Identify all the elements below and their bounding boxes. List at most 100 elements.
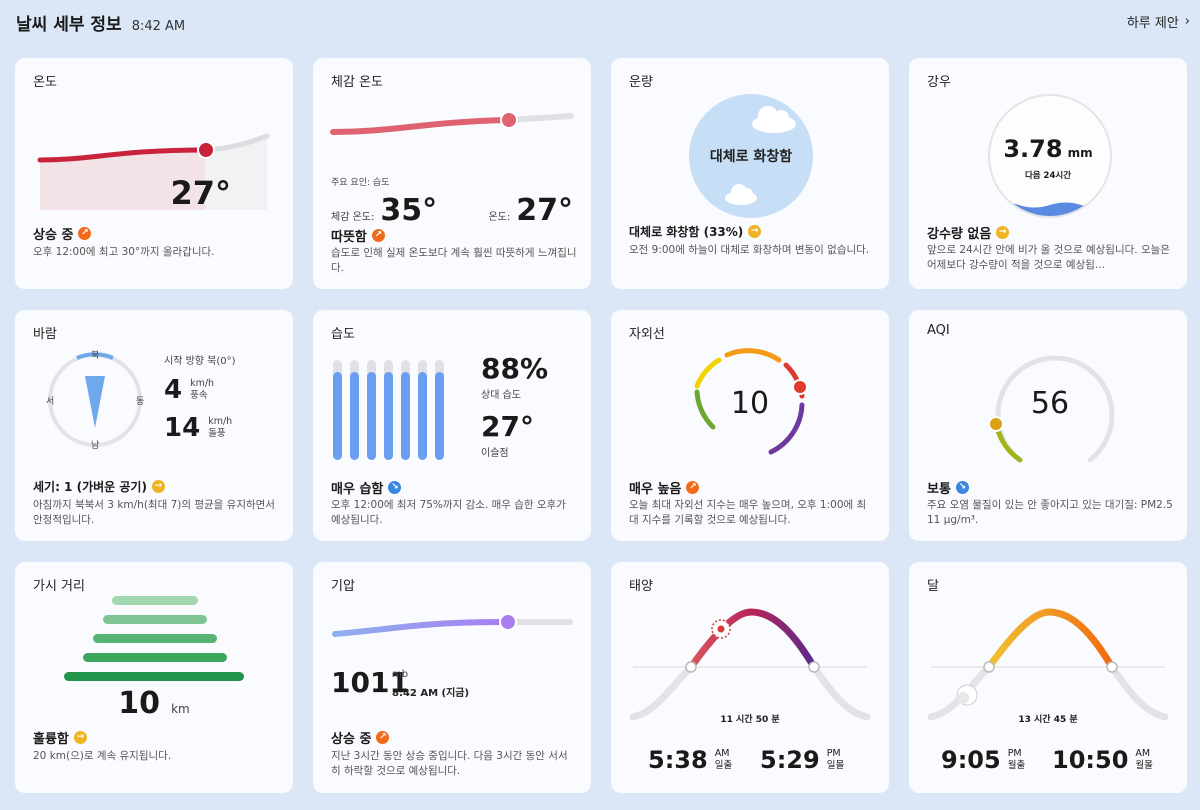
rainfall-card[interactable]: 강우 3.78 mm 다음 24시간 강수량 없음 → 앞으로 24시간 안에 … [909, 58, 1187, 289]
description: 오전 9:00에 하늘이 대체로 화창하며 변동이 없습니다. [629, 244, 870, 256]
wind-direction: 시작 방향 북(0°) [164, 356, 236, 367]
sunrise-label: 일출 [714, 760, 733, 771]
visibility-value-row: 10 km [15, 686, 293, 721]
moonrise: 9:05 PM 월출 [941, 746, 1025, 774]
description: 오후 12:00에 최저 75%까지 감소. 매우 습한 오후가 예상됩니다. [331, 499, 566, 526]
cloud-visual [689, 94, 813, 218]
cloud-icon [725, 106, 796, 205]
status: 상승 중 ↗ [33, 224, 92, 243]
humidity-bars [333, 360, 444, 460]
card-title: 태양 [629, 579, 653, 594]
moonset: 10:50 AM 월몰 [1052, 746, 1153, 774]
trend-up-icon: ↗ [78, 227, 92, 240]
cloud-circle-label: 대체로 화창함 [709, 149, 793, 165]
gust-row: 14 km/h 돌풍 [164, 413, 232, 443]
humidity-value: 88% [481, 352, 549, 385]
status-text: 세기: 1 (가벼운 공기) [33, 480, 147, 494]
sun-path-chart [629, 608, 871, 721]
sunset-ampm: PM [826, 748, 841, 759]
current-time: 8:42 AM [131, 19, 186, 34]
humidity-bar-fill [333, 372, 342, 460]
description: 아침까지 북북서 3 km/h(최대 7)의 평균을 유지하면서 안정적입니다. [33, 499, 275, 526]
temperature-card[interactable]: 온도 27° 상승 중 ↗ 오후 12:00에 최고 30°까지 올라갑니다. [15, 58, 293, 289]
humidity-bar-fill [401, 372, 410, 460]
status-text: 상승 중 [331, 732, 372, 747]
compass-east: 동 [136, 397, 145, 407]
aqi-value: 56 [1030, 386, 1070, 421]
gust-label: 돌풍 [208, 428, 226, 439]
sunrise-time: 5:38 [648, 746, 708, 774]
feels-like-value: 35° [380, 193, 438, 228]
humidity-card[interactable]: 습도 88% 상대 습도 27° 이슬점 매우 습함 ↘ 오후 12:00에 최… [313, 310, 591, 541]
status: 세기: 1 (가벼운 공기) → [33, 478, 165, 495]
main-factor: 주요 요인: 습도 [331, 178, 390, 188]
gust-speed: 14 [164, 413, 201, 443]
daily-tips-label: 하루 제안 [1126, 16, 1179, 31]
compass-west: 서 [46, 397, 55, 407]
pressure-time: 8:42 AM (지금) [392, 688, 470, 699]
feels-like-card[interactable]: 체감 온도 주요 요인: 습도 체감 온도: 35° 온도: 27° 따뜻함 ↗… [313, 58, 591, 289]
status-text: 훌륭함 [33, 732, 69, 747]
status: 강수량 없음 → [927, 223, 1010, 242]
trend-down-icon: ↘ [388, 481, 402, 494]
pressure-card[interactable]: 기압 1011 mb 8:42 AM (지금) 상승 중 ↗ 지난 3시간 동안… [313, 562, 591, 793]
wind-arrow-icon [85, 376, 105, 428]
wind-speed-row: 4 km/h 풍속 [164, 375, 214, 405]
humidity-bar-fill [367, 372, 376, 460]
sun-card[interactable]: 태양 11 시간 50 분 5:38 AM 일출 5:29 PM 일몰 [611, 562, 889, 793]
moonset-ampm: AM [1135, 748, 1151, 759]
card-title: 달 [927, 579, 939, 594]
uv-gauge [694, 348, 808, 455]
description: 앞으로 24시간 안에 비가 올 것으로 예상됩니다. 오늘은 어제보다 강수량… [927, 244, 1170, 271]
feels-like-chart [330, 111, 574, 135]
rain-value: 3.78 [1003, 135, 1063, 163]
aqi-card[interactable]: AQI 56 보통 ↘ 주요 오염 물질이 있는 안 좋아지고 있는 대기질: … [909, 310, 1187, 541]
description: 주요 오염 물질이 있는 안 좋아지고 있는 대기질: PM2.5 11 μg/… [927, 499, 1173, 526]
card-title: 바람 [33, 327, 57, 342]
sunrise-ampm: AM [714, 748, 730, 759]
wind-speed-label: 풍속 [190, 390, 208, 401]
cloud-cover-card[interactable]: 운량 대체로 화창함 대체로 화창함 (33%) → 오전 9:00에 하늘이 … [611, 58, 889, 289]
wind-speed-unit: km/h [190, 378, 215, 389]
visibility-card[interactable]: 가시 거리 10 km 훌륭함 → 20 km(으)로 계속 유지됩니다. [15, 562, 293, 793]
status: 훌륭함 → [33, 728, 87, 747]
daily-tips-link[interactable]: 하루 제안 › [1127, 12, 1190, 31]
trend-flat-icon: → [73, 731, 87, 744]
actual-temp-row: 온도: 27° [488, 193, 573, 228]
card-title: 자외선 [629, 327, 665, 342]
status-text: 보통 [927, 482, 951, 497]
compass-south: 남 [91, 441, 100, 451]
rain-sub: 다음 24시간 [1024, 171, 1072, 181]
moon-card[interactable]: 달 13 시간 45 분 9:05 PM 월출 10:50 AM 월몰 [909, 562, 1187, 793]
status: 매우 높음 ↗ [629, 478, 700, 497]
trend-up-icon: ↗ [686, 481, 700, 494]
page-title: 날씨 세부 정보 [16, 15, 122, 35]
status: 대체로 화창함 (33%) → [629, 223, 762, 240]
status-text: 매우 높음 [629, 482, 682, 497]
uv-value: 10 [730, 386, 770, 421]
card-title: 온도 [33, 75, 57, 90]
trend-up-icon: ↗ [371, 229, 385, 242]
temperature-chart [37, 133, 270, 210]
status-text: 매우 습함 [331, 482, 384, 497]
sunrise: 5:38 AM 일출 [648, 746, 732, 774]
rain-gauge [988, 94, 1112, 218]
header: 날씨 세부 정보 8:42 AM [16, 10, 185, 38]
sunset-time: 5:29 [760, 746, 820, 774]
moon-path-chart [927, 608, 1169, 721]
sunset-label: 일몰 [826, 760, 845, 771]
pressure-unit: mb [392, 669, 409, 680]
moonlight-duration: 13 시간 45 분 [1018, 715, 1078, 725]
aqi-gauge [988, 355, 1115, 463]
visibility-value: 10 [118, 686, 160, 721]
wind-card[interactable]: 바람 북 남 동 서 시작 방향 북(0°) 4 km/h 풍속 14 km/h… [15, 310, 293, 541]
status: 따뜻함 ↗ [331, 226, 385, 245]
compass-north: 북 [91, 351, 100, 361]
moonrise-ampm: PM [1007, 748, 1022, 759]
status: 매우 습함 ↘ [331, 478, 402, 497]
sun-icon [711, 619, 731, 639]
humidity-label: 상대 습도 [481, 390, 521, 401]
moonrise-label: 월출 [1007, 760, 1026, 771]
trend-up-icon: ↗ [376, 731, 390, 744]
uv-card[interactable]: 자외선 10 매우 높음 ↗ 오늘 최대 자외선 지수는 매우 높으며, 오후 … [611, 310, 889, 541]
